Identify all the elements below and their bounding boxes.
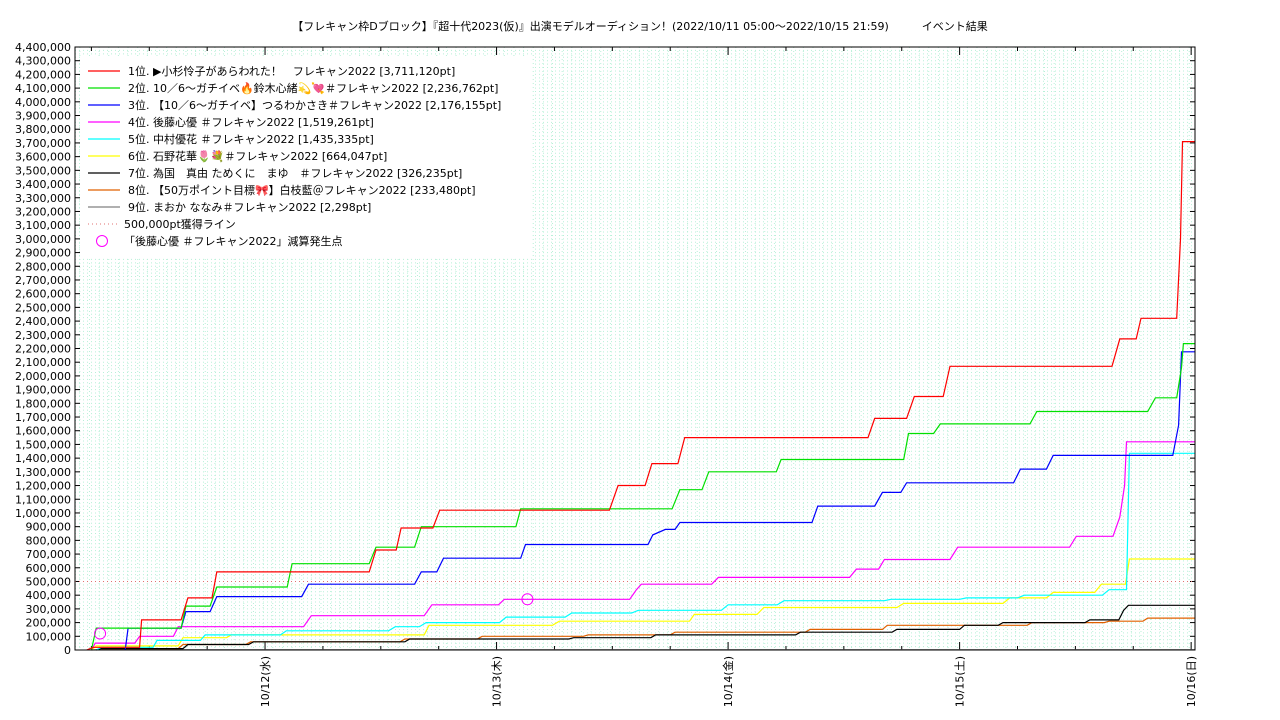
x-tick-label: 10/14(金) [721, 656, 735, 707]
legend: 1位. ▶小杉怜子があらわれた！ フレキャン2022 [3,711,120pt]… [80, 56, 532, 258]
y-tick-label: 500,000 [26, 575, 72, 588]
series-line [90, 441, 1195, 651]
y-tick-label: 700,000 [26, 548, 72, 561]
y-tick-label: 2,500,000 [15, 301, 71, 314]
y-axis-ticks: 0100,000200,000300,000400,000500,000600,… [15, 41, 1195, 657]
y-tick-label: 3,700,000 [15, 137, 71, 150]
marker-layer [94, 593, 534, 640]
y-tick-label: 600,000 [26, 562, 72, 575]
series-lines [86, 141, 1195, 651]
y-tick-label: 1,600,000 [15, 425, 71, 438]
y-tick-label: 800,000 [26, 534, 72, 547]
y-tick-label: 4,200,000 [15, 68, 71, 81]
x-axis-ticks: 10/12(水) 10/13(木) 10/14(金) 10/15(土) 10/16(日) [90, 47, 1198, 707]
y-tick-label: 4,000,000 [15, 96, 71, 109]
legend-label: 7位. 為国 真由 ためくに まゆ ＃フレキャン2022 [326,235pt] [128, 166, 462, 180]
y-tick-label: 4,300,000 [15, 55, 71, 68]
y-tick-label: 3,800,000 [15, 123, 71, 136]
x-tick-label: 10/13(木) [491, 656, 504, 707]
series-line [86, 141, 1195, 651]
y-tick-label: 2,100,000 [15, 356, 71, 369]
y-tick-label: 2,600,000 [15, 288, 71, 301]
legend-box [80, 56, 532, 258]
y-tick-label: 2,300,000 [15, 329, 71, 342]
y-tick-label: 3,500,000 [15, 164, 71, 177]
y-tick-label: 3,300,000 [15, 192, 71, 205]
series-line [124, 351, 1195, 651]
legend-label-threshold: 500,000pt獲得ライン [124, 218, 236, 231]
y-tick-label: 1,400,000 [15, 452, 71, 465]
y-tick-label: 2,000,000 [15, 370, 71, 383]
deduction-marker [521, 593, 534, 606]
y-tick-label: 1,100,000 [15, 493, 71, 506]
y-tick-label: 1,200,000 [15, 480, 71, 493]
y-tick-label: 3,400,000 [15, 178, 71, 191]
y-tick-label: 4,400,000 [15, 41, 71, 54]
legend-label: 8位. 【50万ポイント目標🎀】白枝藍＠フレキャン2022 [233,480pt… [128, 183, 476, 197]
y-tick-label: 1,900,000 [15, 384, 71, 397]
y-tick-label: 900,000 [26, 521, 72, 534]
y-tick-label: 0 [64, 644, 71, 657]
chart-title-text: 【フレキャン枠Dブロック】『超十代2023(仮)』出演モデルオーディション！(2… [292, 20, 889, 33]
series-line [91, 558, 1195, 651]
y-tick-label: 2,800,000 [15, 260, 71, 273]
plot-frame [74, 46, 1196, 651]
legend-label: 5位. 中村優花 ＃フレキャン2022 [1,435,335pt] [128, 132, 374, 146]
y-tick-label: 1,800,000 [15, 397, 71, 410]
legend-label: 3位. 【10／6〜ガチイベ】つるわかさき＃フレキャン2022 [2,176,1… [128, 98, 501, 112]
y-tick-label: 3,900,000 [15, 110, 71, 123]
x-tick-label: 10/12(水) [259, 656, 272, 707]
legend-label: 2位. 10／6〜ガチイベ🔥鈴木心緒💫💘＃フレキャン2022 [2,236,76… [128, 81, 498, 96]
series-line [95, 452, 1195, 651]
x-tick-label: 10/15(土) [954, 656, 967, 707]
y-tick-label: 3,200,000 [15, 205, 71, 218]
y-tick-label: 400,000 [26, 589, 72, 602]
y-tick-label: 2,700,000 [15, 274, 71, 287]
legend-label: 9位. まおか ななみ＃フレキャン2022 [2,298pt] [128, 200, 371, 214]
y-tick-label: 1,300,000 [15, 466, 71, 479]
y-tick-label: 200,000 [26, 617, 72, 630]
legend-label: 6位. 石野花華🌷💐＃フレキャン2022 [664,047pt] [128, 149, 387, 163]
y-tick-label: 2,200,000 [15, 343, 71, 356]
y-tick-label: 3,000,000 [15, 233, 71, 246]
y-tick-label: 1,700,000 [15, 411, 71, 424]
legend-label: 4位. 後藤心優 ＃フレキャン2022 [1,519,261pt] [128, 115, 374, 129]
y-tick-label: 1,000,000 [15, 507, 71, 520]
y-tick-label: 300,000 [26, 603, 72, 616]
y-tick-label: 2,400,000 [15, 315, 71, 328]
series-line [96, 604, 1195, 651]
y-tick-label: 4,100,000 [15, 82, 71, 95]
legend-label: 1位. ▶小杉怜子があらわれた！ フレキャン2022 [3,711,120pt] [128, 64, 455, 78]
y-tick-label: 1,500,000 [15, 438, 71, 451]
y-tick-label: 100,000 [26, 630, 72, 643]
legend-marker-symbol [96, 235, 108, 247]
y-tick-label: 3,600,000 [15, 151, 71, 164]
series-line [90, 343, 1195, 651]
legend-label-marker: 「後藤心優 ＃フレキャン2022」減算発生点 [124, 234, 343, 248]
x-tick-label: 10/16(日) [1185, 656, 1198, 707]
deduction-marker [94, 627, 107, 640]
y-tick-label: 3,100,000 [15, 219, 71, 232]
chart-subtitle: イベント結果 [921, 20, 988, 33]
y-tick-label: 2,900,000 [15, 247, 71, 260]
chart-title: 【フレキャン枠Dブロック】『超十代2023(仮)』出演モデルオーディション！(2… [0, 18, 1280, 34]
